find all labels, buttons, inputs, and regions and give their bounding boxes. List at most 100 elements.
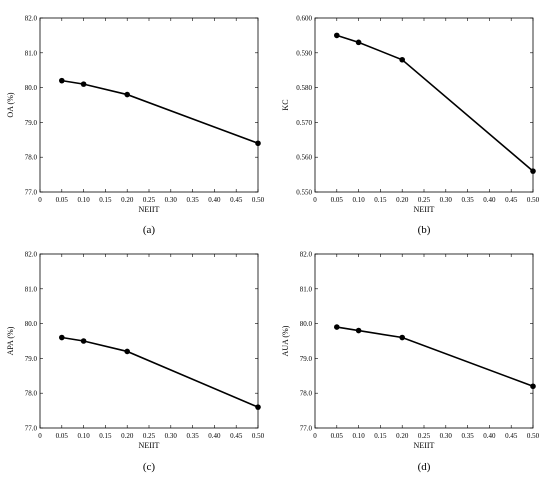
x-tick-label: 0.05 <box>56 196 69 204</box>
data-point <box>355 39 362 46</box>
data-point <box>124 91 130 98</box>
y-tick-label: 78.0 <box>25 154 38 162</box>
x-tick-label: 0.05 <box>331 196 344 204</box>
y-tick-label: 80.0 <box>25 84 38 92</box>
panel-caption: (c) <box>143 461 156 473</box>
y-tick-label: 77.0 <box>300 425 313 433</box>
x-tick-label: 0 <box>313 196 317 204</box>
panel-caption: (a) <box>143 224 156 236</box>
x-tick-label: 0.45 <box>230 432 243 440</box>
x-tick-label: 0.20 <box>396 432 409 440</box>
y-tick-label: 80.0 <box>25 320 38 328</box>
panel-caption: (b) <box>418 224 431 236</box>
x-tick-label: 0.10 <box>352 432 365 440</box>
x-tick-label: 0.35 <box>186 196 199 204</box>
y-axis-label: AUA (%) <box>281 325 290 356</box>
x-tick-label: 0.15 <box>374 432 387 440</box>
y-tick-label: 81.0 <box>25 285 38 293</box>
x-tick-label: 0.10 <box>77 432 90 440</box>
data-point <box>334 32 340 39</box>
x-tick-label: 0.30 <box>440 432 453 440</box>
y-tick-label: 0.600 <box>296 15 312 23</box>
chart-panel: 0 0.05 0.10 0.15 0.20 0.25 0.30 0.35 0.40 0.45 0.5… <box>6 251 265 474</box>
y-axis-label: KC <box>281 99 290 110</box>
data-point <box>59 334 65 341</box>
data-point <box>80 81 87 87</box>
x-tick-label: 0.45 <box>230 196 243 204</box>
data-point <box>124 348 130 355</box>
data-point <box>399 334 406 341</box>
y-tick-label: 81.0 <box>25 49 38 57</box>
x-tick-label: 0.05 <box>331 432 344 440</box>
y-tick-label: 0.560 <box>296 154 312 162</box>
series-line <box>336 326 534 387</box>
x-tick-label: 0.20 <box>396 196 409 204</box>
x-tick-label: 0.05 <box>56 432 69 440</box>
x-tick-label: 0.15 <box>99 432 112 440</box>
y-tick-label: 77.0 <box>25 425 38 433</box>
panel-caption: (d) <box>418 461 431 473</box>
chart-panel: 0 0.05 0.10 0.15 0.20 0.25 0.30 0.35 0.40 0.45 0.5… <box>6 15 265 237</box>
x-tick-label: 0.50 <box>252 196 265 204</box>
data-point <box>530 383 536 390</box>
plot-frame <box>39 17 259 193</box>
series-line <box>336 34 534 172</box>
y-tick-label: 82.0 <box>25 15 38 23</box>
y-tick-label: 0.550 <box>296 189 312 197</box>
x-tick-label: 0.15 <box>99 196 112 204</box>
x-axis-label: NEIIT <box>414 441 435 450</box>
x-tick-label: 0.40 <box>483 432 496 440</box>
data-point <box>334 324 340 330</box>
x-tick-label: 0.10 <box>352 196 365 204</box>
y-tick-label: 77.0 <box>25 189 38 197</box>
x-axis-label: NEIIT <box>139 205 160 214</box>
x-axis-label: NEIIT <box>414 205 435 214</box>
series-line <box>61 336 259 408</box>
plot-frame <box>39 253 259 429</box>
x-tick-label: 0.50 <box>527 432 540 440</box>
y-tick-label: 79.0 <box>300 355 313 363</box>
x-tick-label: 0.35 <box>461 432 474 440</box>
x-tick-label: 0.25 <box>143 196 156 204</box>
data-point <box>80 338 87 344</box>
y-axis-label: OA (%) <box>6 92 15 117</box>
y-tick-label: 80.0 <box>300 320 313 328</box>
x-tick-label: 0.25 <box>418 432 431 440</box>
y-tick-label: 0.590 <box>296 49 312 57</box>
plot-frame <box>314 17 534 193</box>
data-point <box>255 140 261 147</box>
y-tick-label: 79.0 <box>25 355 38 363</box>
y-tick-label: 82.0 <box>25 251 38 259</box>
x-tick-label: 0.30 <box>165 196 178 204</box>
x-tick-label: 0.15 <box>374 196 387 204</box>
y-axis-label: APA (%) <box>6 326 15 355</box>
x-tick-label: 0.35 <box>186 432 199 440</box>
x-tick-label: 0.25 <box>418 196 431 204</box>
x-tick-label: 0.20 <box>121 196 134 204</box>
x-tick-label: 0 <box>313 432 317 440</box>
chart-panel: 0 0.05 0.10 0.15 0.20 0.25 0.30 0.35 0.40 0.45 0.5… <box>281 251 540 474</box>
data-point <box>530 168 536 174</box>
y-tick-label: 0.570 <box>296 119 312 127</box>
chart-panel: 0 0.05 0.10 0.15 0.20 0.25 0.30 0.35 0.40 0.45 0.5… <box>281 15 540 237</box>
data-point <box>355 327 362 334</box>
x-tick-label: 0.20 <box>121 432 134 440</box>
x-tick-label: 0.35 <box>461 196 474 204</box>
x-axis-label: NEIIT <box>139 441 160 450</box>
x-tick-label: 0.40 <box>208 196 221 204</box>
y-tick-label: 78.0 <box>300 390 313 398</box>
data-point <box>399 56 406 63</box>
data-point <box>59 77 65 84</box>
x-tick-label: 0.40 <box>483 196 496 204</box>
y-tick-label: 79.0 <box>25 119 38 127</box>
y-tick-label: 78.0 <box>25 390 38 398</box>
x-tick-label: 0.30 <box>440 196 453 204</box>
x-tick-label: 0 <box>38 432 42 440</box>
x-tick-label: 0.50 <box>252 432 265 440</box>
y-tick-label: 81.0 <box>300 285 313 293</box>
series-line <box>61 79 259 145</box>
data-point <box>255 404 261 410</box>
x-tick-label: 0.10 <box>77 196 90 204</box>
x-tick-label: 0.30 <box>165 432 178 440</box>
